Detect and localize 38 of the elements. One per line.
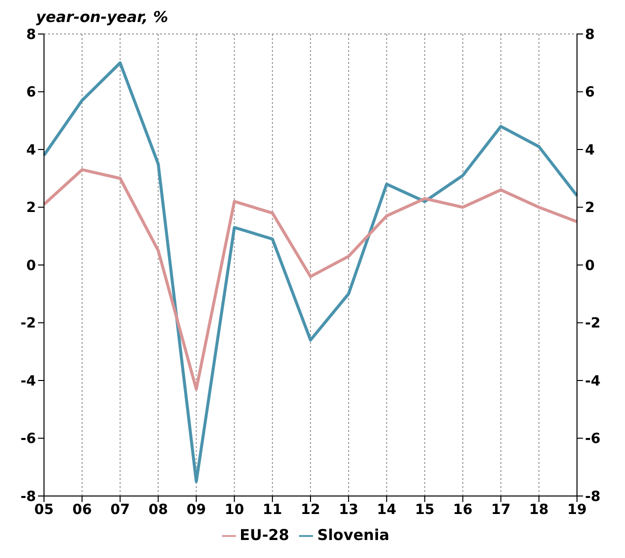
x-tick-label: 07: [110, 502, 130, 518]
y2-tick-label: 0: [585, 258, 595, 274]
y2-tick-label: -6: [585, 431, 601, 448]
x-tick-label: 13: [338, 502, 358, 518]
y-tick-label: 6: [26, 84, 36, 101]
x-tick-label: 06: [72, 502, 92, 518]
y2-tick-label: 8: [585, 26, 595, 43]
x-tick-label: 14: [376, 502, 397, 518]
y2-tick-label: 4: [585, 142, 595, 158]
x-tick-label: 08: [148, 502, 168, 518]
x-tick-label: 12: [300, 502, 320, 518]
y2-tick-label: -4: [585, 373, 601, 390]
legend-label: Slovenia: [317, 526, 390, 544]
x-tick-label: 11: [262, 502, 282, 518]
y-tick-label: -8: [20, 488, 36, 505]
x-tick-label: 16: [453, 502, 473, 518]
y-tick-label: 0: [26, 258, 36, 274]
x-tick-label: 19: [567, 502, 587, 518]
y-tick-label: 4: [26, 142, 36, 158]
x-tick-label: 09: [186, 502, 206, 518]
y2-tick-label: -2: [585, 316, 601, 332]
y-tick-label: -4: [20, 373, 36, 390]
x-tick-label: 10: [224, 502, 244, 518]
y-tick-label: -6: [20, 431, 36, 448]
x-tick-label: 18: [529, 502, 549, 518]
y-axis-title: year-on-year, %: [36, 8, 170, 26]
line-series: [42, 168, 578, 391]
y-tick-label: -2: [20, 316, 36, 332]
y-tick-label: 2: [26, 200, 36, 216]
legend-label: EU-28: [240, 526, 290, 544]
line-series: [42, 61, 578, 484]
y2-tick-label: 6: [585, 84, 595, 101]
x-tick-label: 05: [34, 502, 54, 518]
y-tick-label: 8: [26, 26, 36, 43]
x-tick-label: 17: [491, 502, 511, 518]
y2-tick-label: 2: [585, 200, 595, 216]
x-tick-label: 15: [414, 502, 434, 518]
y2-tick-label: -8: [585, 488, 601, 505]
